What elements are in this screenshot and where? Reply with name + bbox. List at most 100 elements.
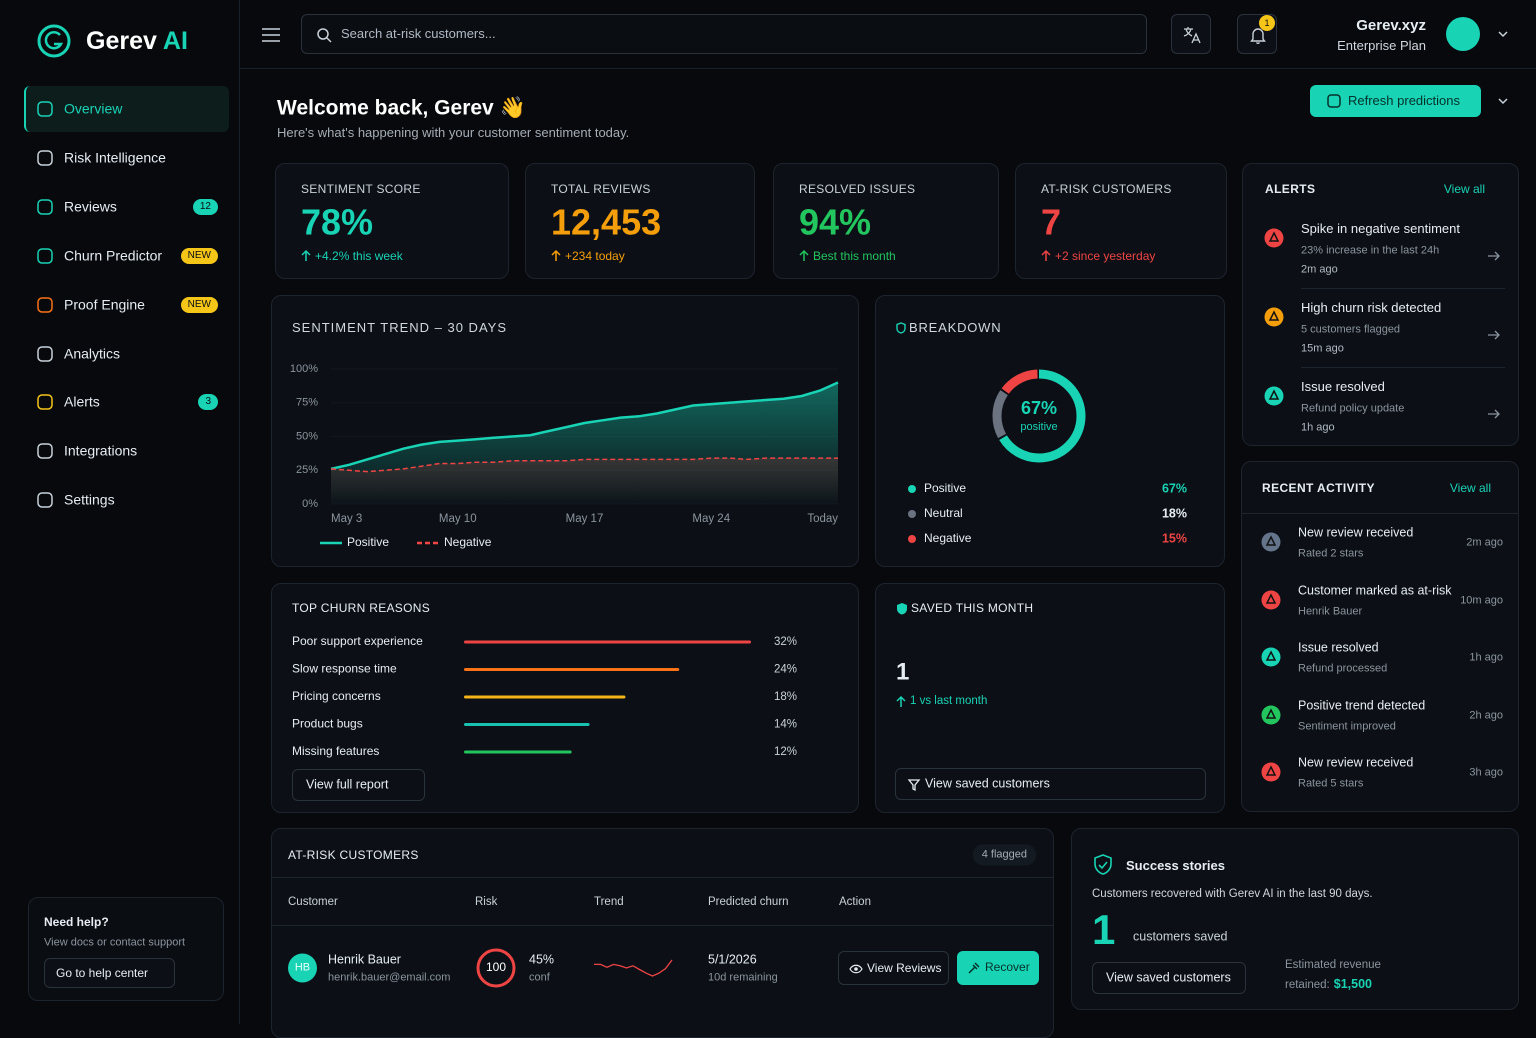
alert-title: Spike in negative sentiment — [1301, 221, 1460, 237]
kpi-value: 12,453 — [551, 201, 662, 243]
alert-arrow — [1488, 409, 1500, 419]
kpi-delta: +234 today — [565, 248, 625, 263]
legend-dot — [908, 535, 916, 543]
logo-ring — [37, 24, 71, 58]
nav-icon-shape — [37, 443, 53, 460]
nav-label: Risk Intelligence — [64, 149, 166, 166]
saved-value: 1 — [896, 658, 910, 686]
churn-bar-chart: Poor support experience 32% Slow response … — [292, 634, 797, 758]
brand: Gerev AI — [86, 26, 188, 56]
refresh-icon — [1327, 94, 1341, 108]
line-card: SENTIMENT TREND – 30 DAYS 0% 25% 50% 75% 100%… — [271, 295, 859, 567]
activity-icon-dot — [1261, 590, 1281, 609]
bar — [464, 640, 751, 644]
translate-glyph — [1183, 27, 1201, 44]
alert-icon-glyph — [1268, 231, 1280, 242]
alert-icon-dot — [1264, 228, 1284, 248]
x-tick-label: May 3 — [331, 513, 362, 525]
chart-title: TOP CHURN REASONS — [292, 600, 431, 615]
help-title: Need help? — [44, 914, 109, 929]
check — [1098, 861, 1108, 870]
recover-button[interactable]: Recover — [957, 951, 1039, 985]
view-reviews-button[interactable]: View Reviews — [838, 951, 949, 985]
x-tick-label: May 24 — [692, 513, 730, 525]
shield-icon — [896, 322, 906, 334]
activity-title-text: Customer marked as at-risk — [1298, 583, 1452, 597]
arrow-up — [1041, 249, 1051, 261]
tool-glyph — [968, 962, 980, 974]
translate-button[interactable] — [1171, 14, 1211, 54]
brand-name: Gerev — [86, 27, 157, 55]
kpi-label: RESOLVED ISSUES — [799, 181, 916, 196]
arrow-up — [551, 249, 561, 261]
bar — [464, 695, 626, 699]
legend-label: Negative — [444, 535, 492, 549]
bar-value-label: 32% — [774, 636, 797, 648]
activity-detail: Refund processed — [1298, 662, 1388, 675]
alert-time: 2m ago — [1301, 263, 1338, 276]
success-button[interactable]: View saved customers — [1092, 962, 1246, 994]
activity-icon-dot — [1261, 705, 1281, 724]
bar-category-label: Product bugs — [292, 717, 363, 731]
nav-icon — [37, 296, 53, 313]
activity-time: 3h ago — [1469, 766, 1503, 779]
help-button[interactable]: Go to help center — [44, 958, 175, 988]
arrow — [1488, 330, 1500, 340]
alert-icon-glyph — [1268, 310, 1280, 321]
activity-title-text: New review received — [1298, 525, 1414, 540]
view-report-button[interactable]: View full report — [292, 769, 425, 801]
bar — [464, 723, 590, 726]
kpi-label: TOTAL REVIEWS — [551, 181, 651, 196]
x-tick-label: May 17 — [566, 513, 604, 525]
kpi-card: RESOLVED ISSUES 94% Best this month — [773, 163, 999, 279]
nav-label: Reviews — [64, 198, 117, 215]
bar-value-label: 12% — [774, 746, 797, 758]
sparkline-line — [594, 959, 673, 977]
nav-badge: NEW — [180, 296, 218, 313]
arrow-up-icon — [896, 695, 906, 707]
help-text: View docs or contact support — [44, 936, 186, 949]
user-plan: Enterprise Plan — [1337, 38, 1426, 54]
alerts-view-all[interactable]: View all — [1443, 181, 1485, 196]
success-title: Success stories — [1126, 858, 1226, 874]
help-button-label: Go to help center — [56, 965, 149, 980]
risk-score: 100 — [486, 960, 506, 974]
activity-title-text: New review received — [1298, 755, 1414, 770]
activity-icon-glyph — [1265, 535, 1277, 546]
nav-badge: 12 — [192, 198, 218, 215]
arrow-up-icon — [551, 249, 561, 261]
nav-label: Alerts — [64, 393, 100, 410]
x-tick-label: May 10 — [439, 513, 477, 525]
bar — [464, 750, 572, 754]
refresh-label: Refresh predictions — [1348, 93, 1460, 109]
saved-button[interactable]: View saved customers — [895, 768, 1206, 800]
user-avatar — [1446, 17, 1480, 51]
success-text: Customers recovered with Gerev AI in the… — [1092, 888, 1373, 901]
success-unit: customers saved — [1133, 929, 1228, 944]
nav-item[interactable] — [24, 86, 229, 132]
activity-icon — [1261, 705, 1281, 724]
alert-time: 1h ago — [1301, 421, 1335, 434]
refresh-button[interactable]: Refresh predictions — [1310, 85, 1481, 117]
pie-card: BREAKDOWN Positive 67% Neutral 18% Negative 15… — [875, 295, 1225, 567]
shield — [1094, 854, 1112, 875]
bar-category-label: Poor support experience — [292, 634, 423, 648]
table-title: AT-RISK CUSTOMERS — [288, 847, 419, 862]
kpi-delta: +2 since yesterday — [1055, 248, 1156, 263]
revenue-value: $1,500 — [1333, 977, 1372, 991]
activity-view-all[interactable]: View all — [1449, 480, 1491, 495]
activity-icon — [1261, 532, 1281, 552]
alert-time: 15m ago — [1301, 342, 1344, 355]
alert-detail: Refund policy update — [1301, 402, 1405, 415]
column-header: Trend — [594, 896, 624, 909]
alert-arrow — [1488, 251, 1500, 261]
donut-segment — [992, 369, 1086, 463]
legend-value: 18% — [1162, 506, 1187, 520]
nav-label: Analytics — [64, 345, 121, 362]
search-box[interactable]: Search at-risk customers... — [301, 14, 1147, 54]
table-divider — [272, 877, 1053, 878]
bar-value-label: 14% — [774, 719, 797, 731]
column-header: Predicted churn — [708, 896, 789, 909]
